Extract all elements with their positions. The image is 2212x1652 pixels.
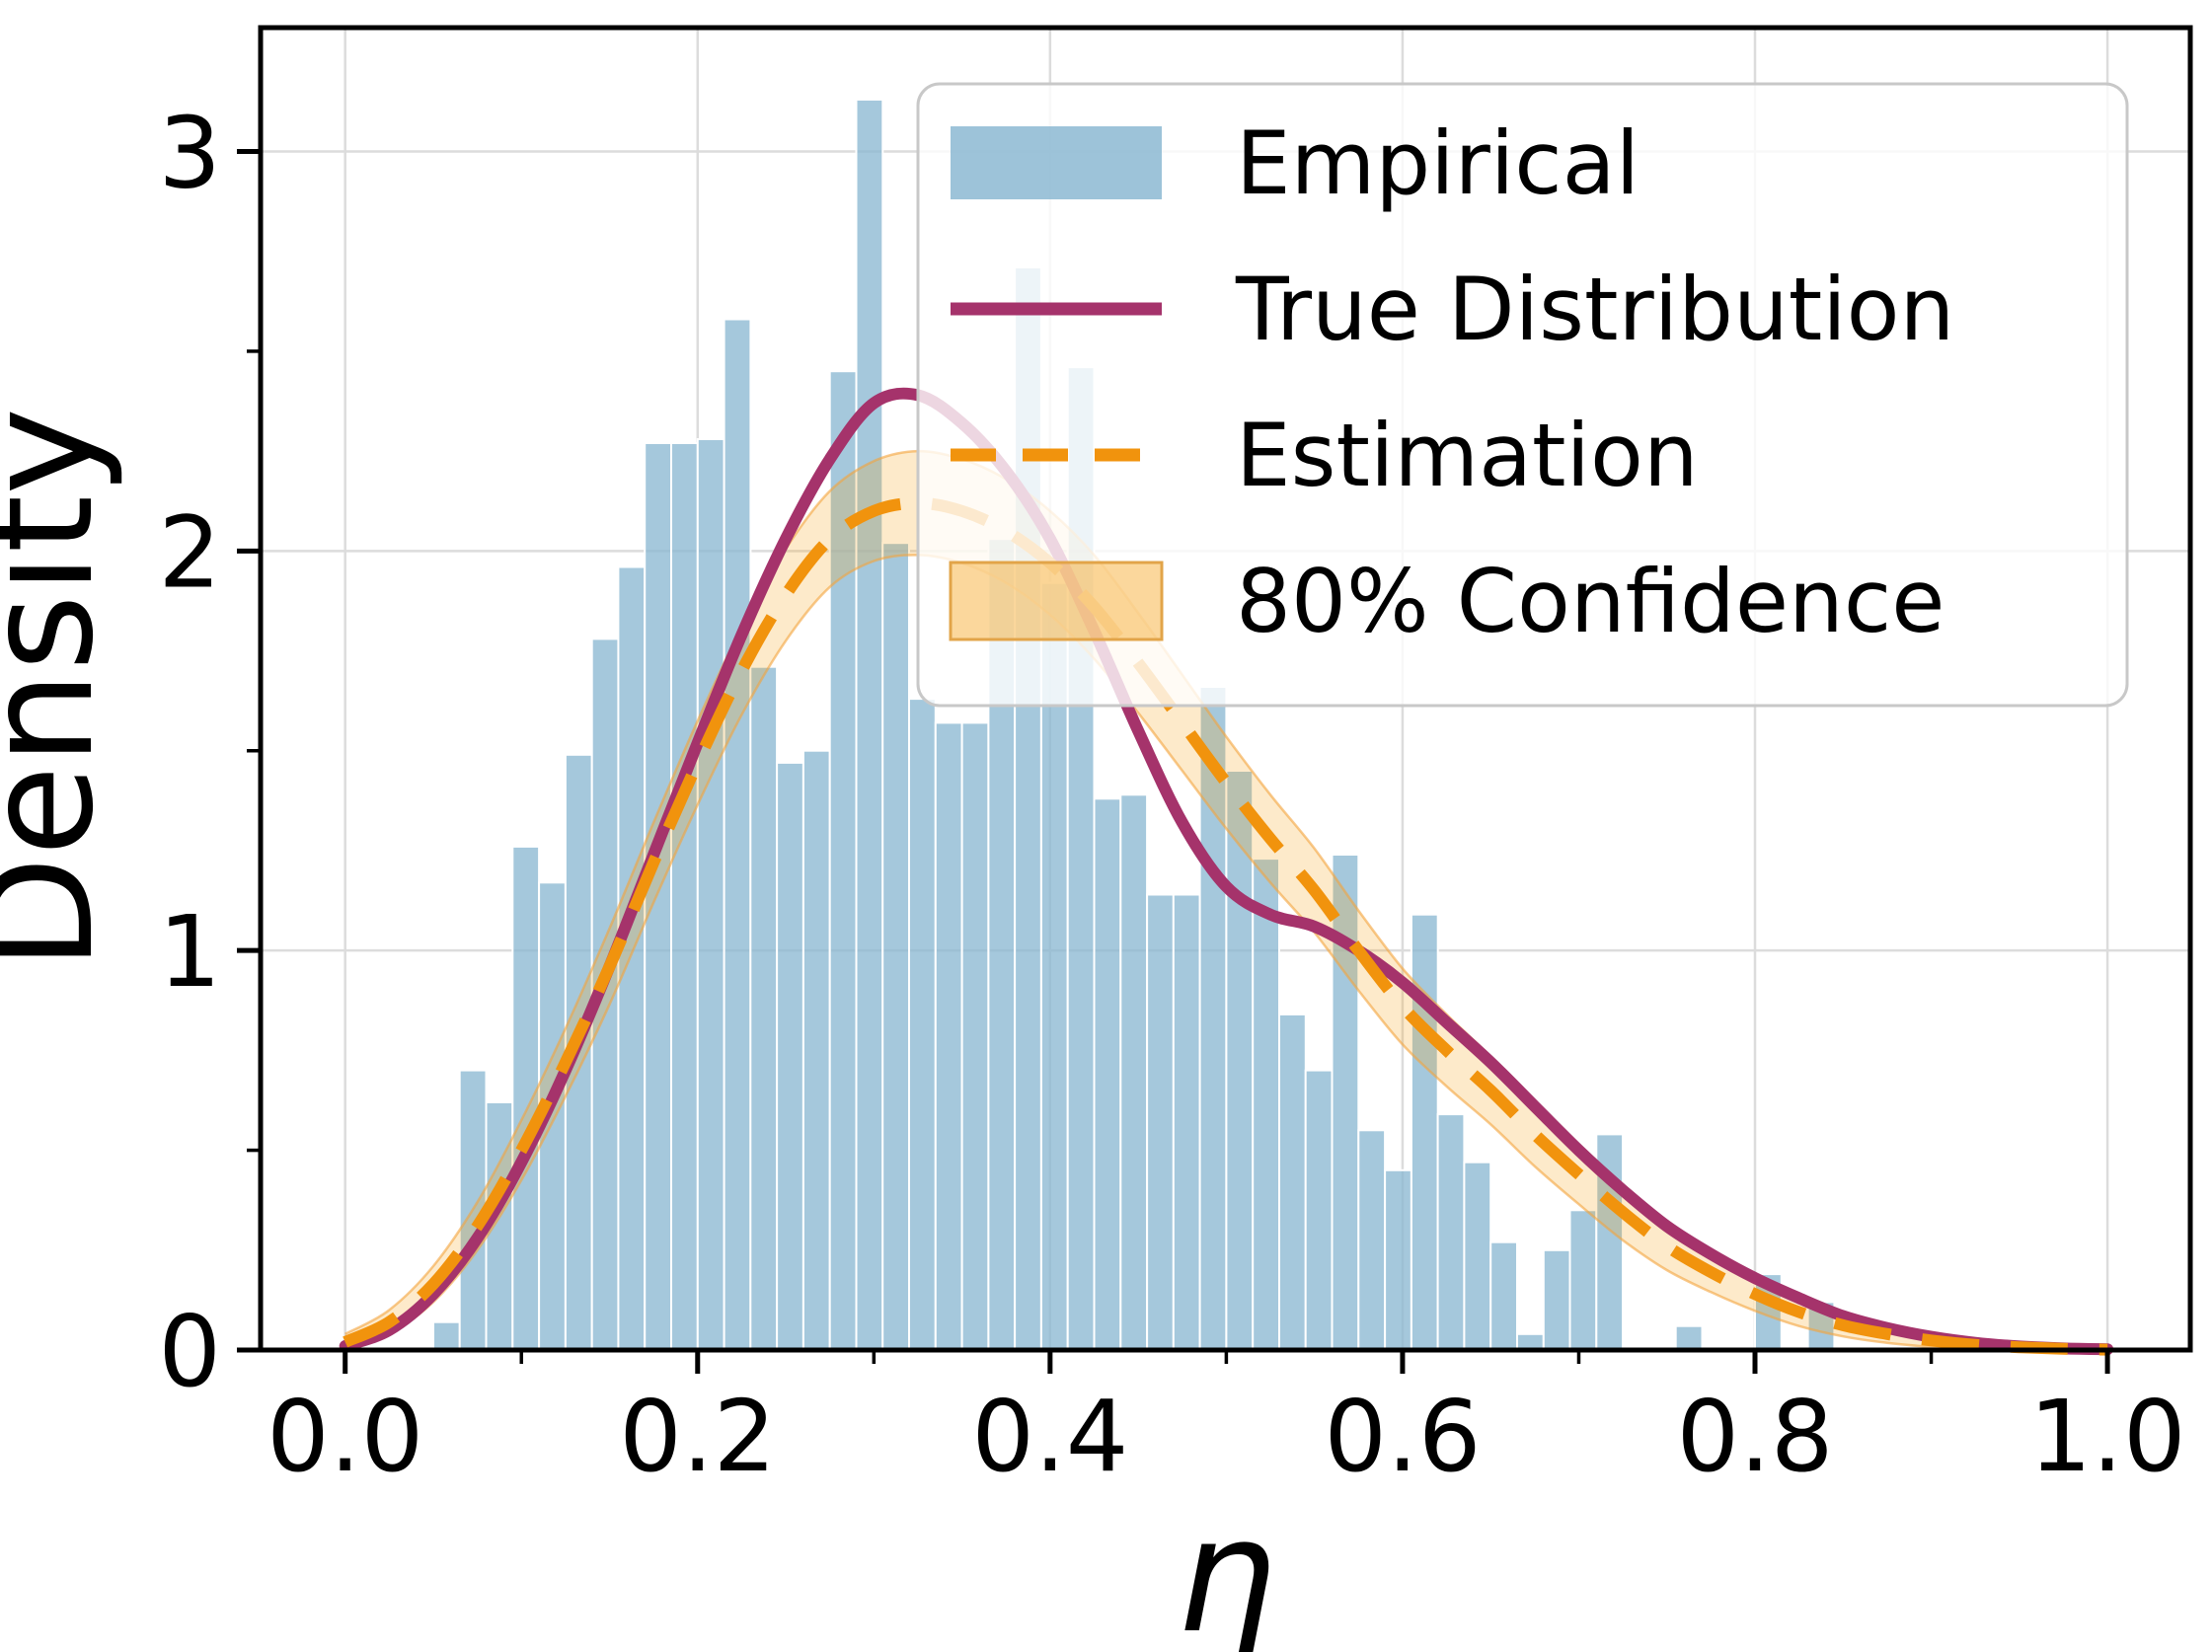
y-axis-label: Density (0, 408, 126, 970)
histogram-bar (749, 665, 779, 1351)
histogram-bar (1542, 1248, 1571, 1352)
confidence-band-lower-edge (344, 554, 2108, 1352)
histogram-bar (1463, 1161, 1492, 1351)
histogram-bar (1489, 1240, 1518, 1351)
legend-item-80-confidence: 80% Confidence (949, 551, 1945, 652)
y-tick-label: 3 (158, 95, 221, 210)
histogram-bar (1119, 793, 1149, 1351)
legend-item-true-distribution: True Distribution (951, 259, 1954, 360)
legend-item-label: Estimation (1236, 405, 1699, 506)
legend-item-estimation: Estimation (951, 405, 1699, 506)
x-tick-label: 0.0 (267, 1379, 423, 1494)
x-tick-label: 0.6 (1324, 1379, 1481, 1494)
histogram-bar (723, 318, 752, 1351)
histogram-bar (908, 698, 937, 1351)
legend-item-empirical: Empirical (951, 113, 1640, 214)
histogram-bar (696, 438, 725, 1351)
histogram-bar (828, 370, 858, 1351)
legend-swatch-confidence-patch (949, 561, 1164, 641)
legend-item-label: Empirical (1236, 113, 1640, 214)
histogram-bar (1568, 1209, 1598, 1352)
histogram-bar (1093, 797, 1122, 1351)
legend-box (916, 82, 2129, 708)
x-tick-label: 0.4 (971, 1379, 1128, 1494)
legend-item-label: 80% Confidence (1236, 551, 1945, 652)
histogram-bar (934, 721, 963, 1351)
true-distribution-curve (339, 387, 2114, 1356)
y-tick-label: 1 (158, 894, 221, 1010)
histogram-bar (1384, 1168, 1412, 1352)
histogram-bar (801, 749, 831, 1351)
histogram-bar (1674, 1324, 1704, 1351)
histogram-bar (1172, 893, 1201, 1351)
histogram-bar (432, 1320, 461, 1351)
histogram-bar (1357, 1129, 1387, 1352)
legend-item-label: True Distribution (1235, 259, 1954, 360)
y-tick-label: 2 (158, 494, 221, 610)
histogram-bar (881, 542, 911, 1351)
x-tick-label: 0.8 (1676, 1379, 1833, 1494)
histogram-bar (1146, 893, 1175, 1351)
histogram-bar (1252, 858, 1280, 1351)
histogram-bar (1436, 1113, 1466, 1351)
x-tick-label: 1.0 (2029, 1379, 2186, 1494)
histogram-bar (1410, 913, 1439, 1351)
histogram-bar (1278, 1013, 1307, 1352)
estimation-curve (343, 496, 2108, 1356)
histogram-bar (960, 721, 990, 1351)
legend: Empirical True Distribution Estimation 80% … (916, 82, 2129, 708)
x-axis-label: η (1176, 1483, 1275, 1652)
axes-layer: 0.0 0.2 0.4 0.6 0.8 1.0 0 1 2 3 (158, 25, 2193, 1494)
histogram-bar (776, 761, 804, 1351)
x-tick-label: 0.2 (619, 1379, 776, 1494)
histogram-bar (1304, 1069, 1334, 1351)
histogram-bar (670, 442, 699, 1351)
y-tick-label: 0 (158, 1294, 221, 1409)
legend-swatch-empirical (951, 126, 1162, 199)
histogram-bar (855, 98, 884, 1351)
curves-layer (339, 387, 2114, 1356)
